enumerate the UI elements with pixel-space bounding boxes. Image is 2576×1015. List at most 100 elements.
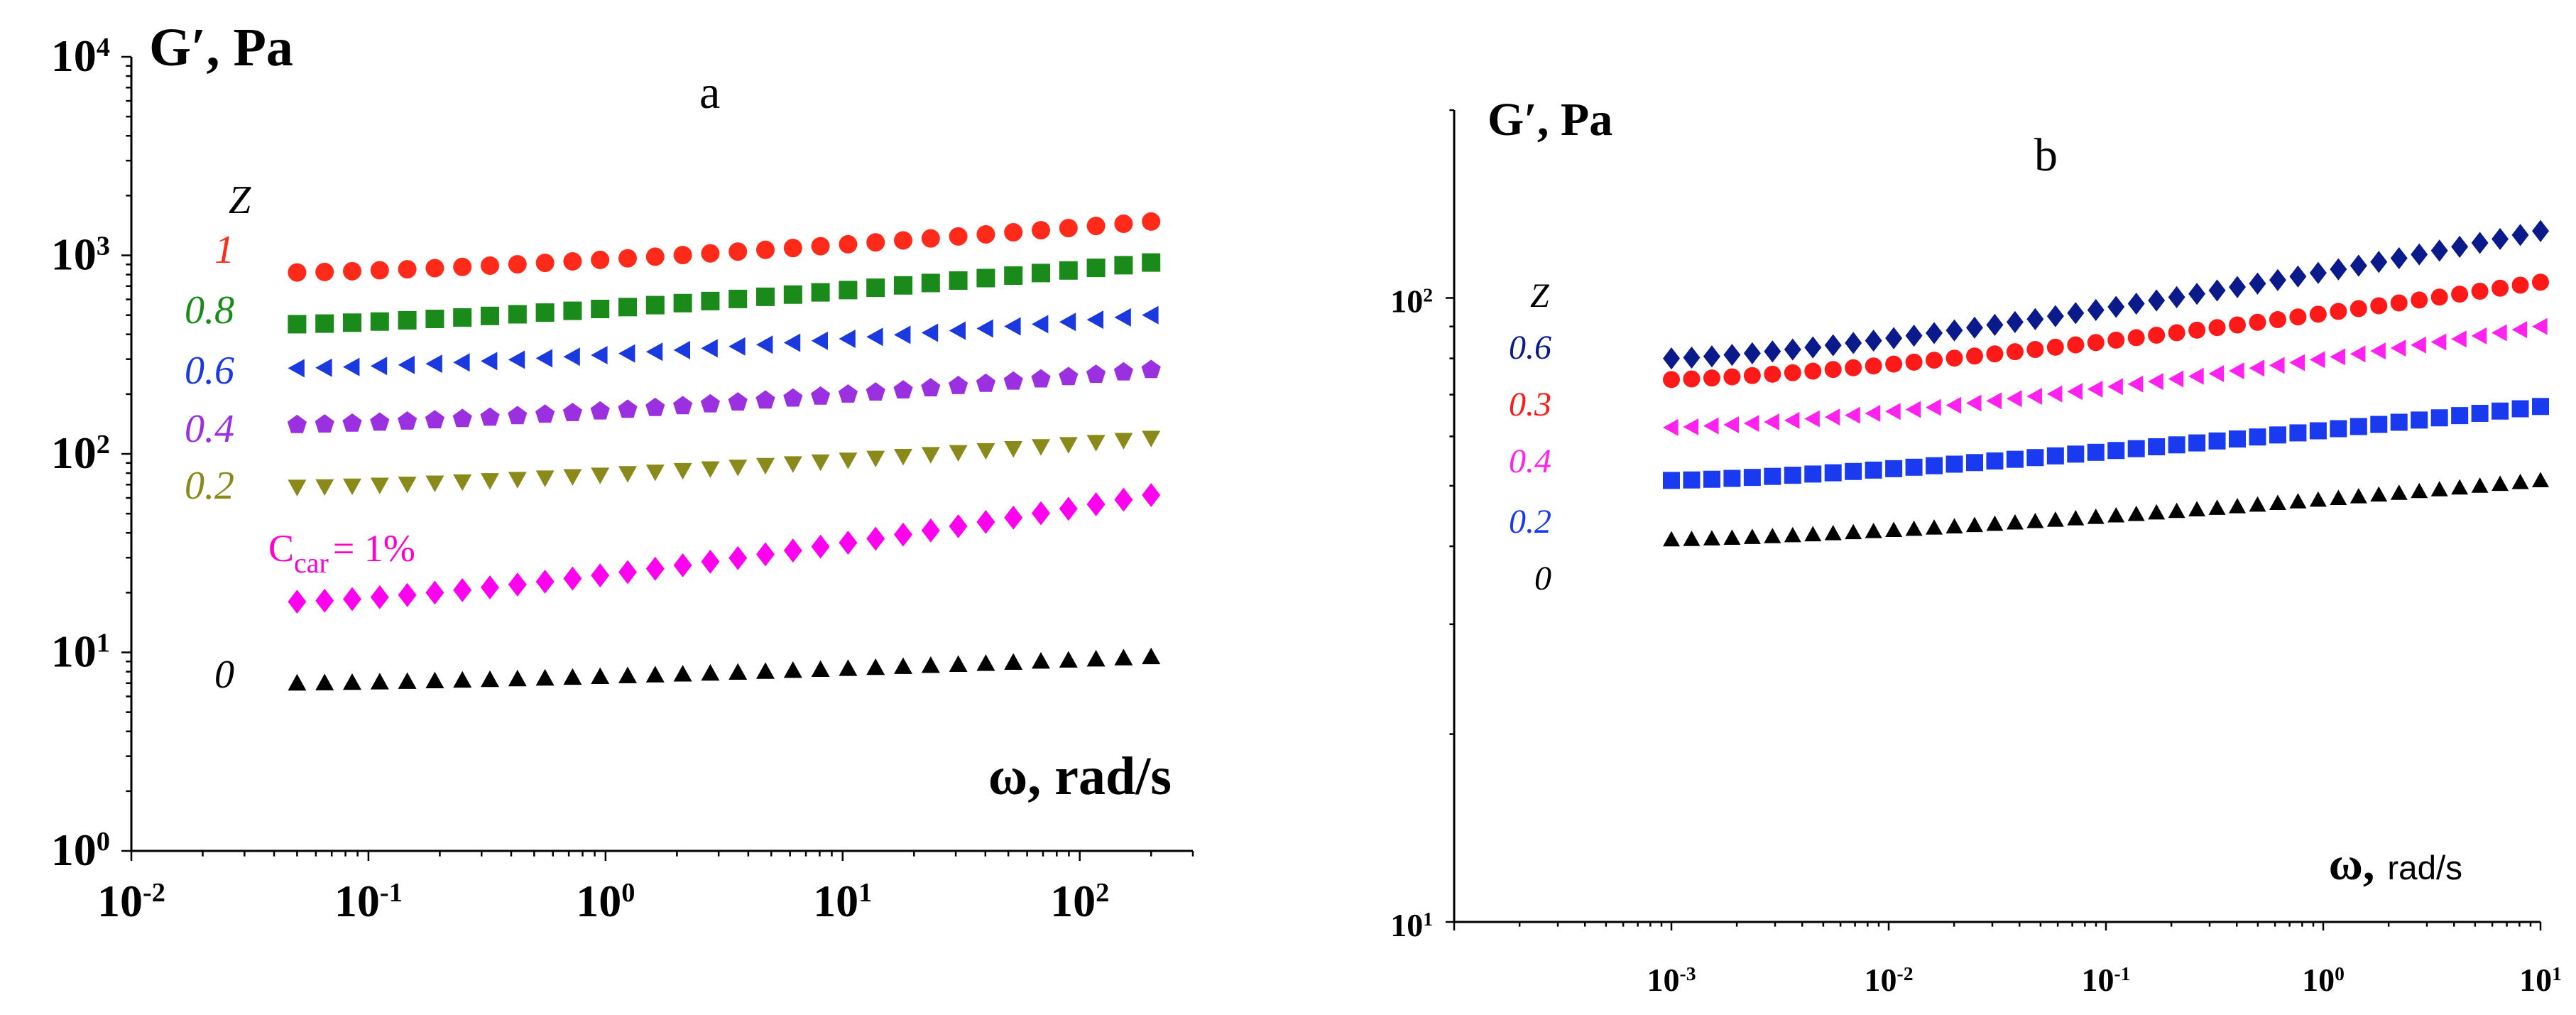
panel-a-x-tick-label: 10-1 [334, 876, 403, 926]
panel-b-point [2349, 254, 2367, 277]
panel-a-point [563, 252, 582, 271]
panel-a-point [949, 514, 968, 538]
panel-a-point [755, 335, 773, 354]
panel-a-point [1114, 308, 1131, 327]
panel-b-point [2492, 227, 2509, 251]
panel-a-point [508, 472, 527, 489]
panel-a-point [398, 582, 417, 607]
panel-a-y-tick-label: 104 [51, 31, 110, 81]
panel-b-point [2511, 321, 2528, 339]
panel-b-point [2532, 273, 2549, 291]
panel-a-point [1004, 317, 1021, 336]
panel-b-point [2006, 390, 2022, 408]
panel-a-point [480, 352, 498, 371]
panel-a-point [480, 670, 499, 688]
panel-b-point [1905, 353, 1923, 371]
panel-b-point [2067, 383, 2083, 401]
panel-b-point [1663, 371, 1680, 389]
panel-a-point [1031, 652, 1050, 669]
panel-b-point [2471, 404, 2489, 422]
panel-b-point [1764, 365, 1781, 383]
panel-b-point [2229, 430, 2247, 448]
panel-a-point [480, 407, 500, 426]
panel-a-point [1142, 430, 1161, 447]
panel-b-point [2430, 333, 2447, 351]
panel-a-point [453, 257, 472, 276]
panel-b-point [1926, 322, 1943, 344]
panel-b-point [2087, 298, 2105, 322]
panel-a-point [315, 588, 334, 613]
panel-b-point [2511, 400, 2529, 418]
panel-b-point [1885, 355, 1903, 373]
panel-b-point [2390, 294, 2408, 312]
panel-b-point [1845, 332, 1862, 354]
panel-a-annotation-ccar: Ccar = 1% [268, 527, 415, 579]
panel-b-point [1663, 531, 1680, 547]
panel-a-point [1059, 261, 1078, 280]
panel-a-point [949, 271, 968, 290]
panel-b-series-label: 0.2 [1509, 503, 1551, 541]
panel-a-point [1142, 212, 1161, 231]
panel-a-point [811, 454, 830, 472]
panel-b-point [1723, 529, 1741, 545]
panel-b-point [2309, 422, 2327, 440]
panel-a-point [370, 673, 389, 690]
panel-a-point [949, 655, 968, 672]
panel-b-point [2188, 283, 2206, 305]
panel-a-point [1114, 256, 1133, 275]
panel-a-point [508, 350, 525, 369]
panel-a-point [288, 263, 307, 282]
panel-b-point [2067, 336, 2085, 354]
panel-b-point [2430, 239, 2448, 262]
panel-a-point [839, 452, 858, 469]
panel-b-point [1965, 394, 1982, 412]
panel-b-point [2532, 219, 2549, 242]
panel-a-point [811, 237, 830, 256]
panel-a-point [1004, 505, 1023, 530]
panel-b-point [2249, 272, 2266, 295]
panel-b-point [2148, 326, 2166, 344]
panel-a-label: a [699, 67, 720, 119]
panel-b-point [2370, 251, 2388, 273]
panel-a-point [866, 526, 885, 551]
panel-a-point [949, 227, 968, 246]
panel-a-point [1142, 253, 1161, 272]
panel-a-point [839, 659, 858, 676]
panel-a-point [701, 339, 718, 358]
panel-a-point [1031, 369, 1051, 388]
panel-b-point [1703, 470, 1720, 488]
panel-b-point [2148, 504, 2166, 520]
panel-a-point [921, 323, 939, 342]
panel-a-point [288, 315, 307, 334]
panel-a-point [728, 663, 748, 680]
panel-a-y-tick-label: 102 [51, 428, 110, 478]
panel-a-point [591, 667, 610, 685]
panel-b-point [2492, 324, 2507, 342]
panel-a-point [425, 671, 444, 689]
panel-a-point [1114, 433, 1133, 450]
panel-a-point [976, 268, 995, 288]
panel-b-point [2289, 354, 2305, 371]
panel-a-point [370, 585, 389, 609]
panel-b-point [1945, 518, 1963, 533]
panel-b-point [2249, 313, 2266, 331]
panel-a-point [1086, 310, 1103, 330]
panel-b-point [2107, 295, 2125, 318]
panel-b-point [2511, 276, 2529, 294]
panel-b-x-tick-label: 10-1 [2082, 962, 2131, 998]
panel-b-point [2006, 514, 2024, 530]
panel-a-point [1141, 359, 1161, 379]
panel-b-point [2430, 481, 2448, 496]
panel-b-point [1865, 523, 1882, 538]
panel-a-point [1031, 264, 1050, 283]
panel-b-point [2087, 380, 2103, 398]
panel-b-point [1986, 345, 2004, 363]
panel-a-point [562, 403, 582, 421]
panel-b-series-1 [1663, 273, 2549, 389]
panel-b-point [2208, 319, 2226, 337]
panel-a-chart: 100 101 102 103 104 10-2 10-1 100 101 102 G′, Pa ω,… [51, 18, 1194, 926]
panel-a-point [287, 414, 307, 433]
panel-a-point [1086, 364, 1106, 383]
panel-b-point [2411, 482, 2428, 499]
panel-a-point [811, 331, 828, 350]
